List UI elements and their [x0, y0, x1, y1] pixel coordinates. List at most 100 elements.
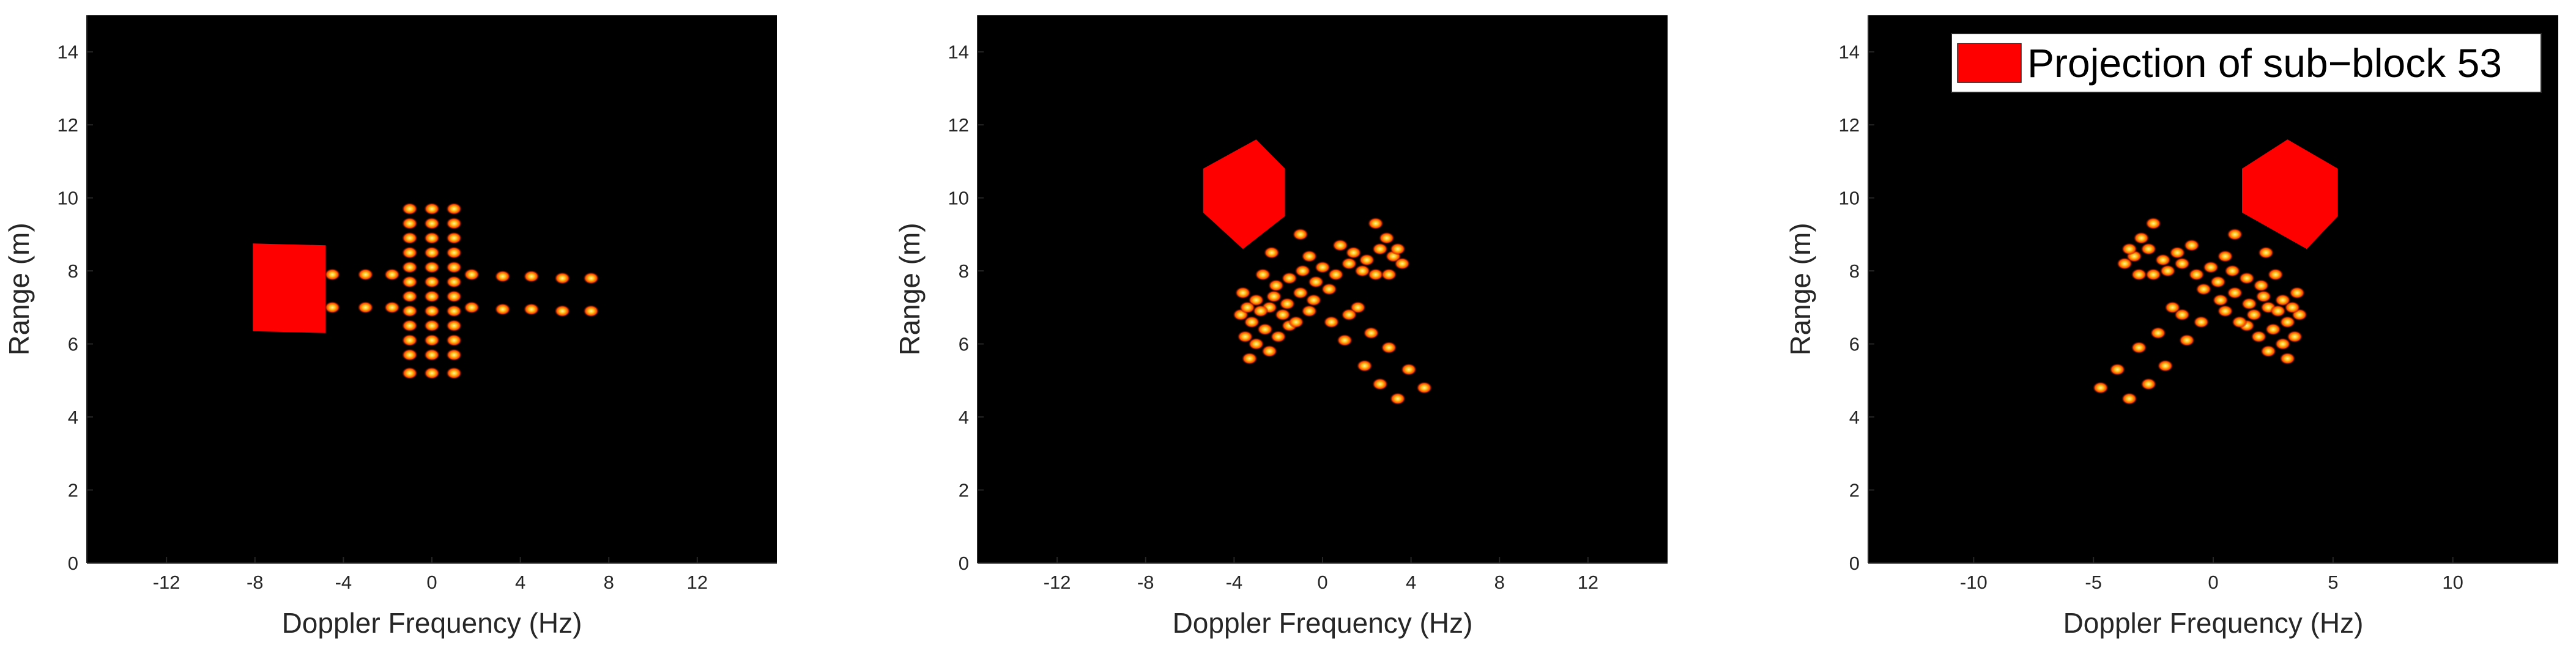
scatter-point — [1359, 254, 1375, 267]
scatter-point — [1294, 265, 1311, 278]
scatter-point — [1337, 334, 1353, 347]
y-tick-label: 4 — [68, 407, 78, 428]
plot-area — [87, 15, 777, 563]
scatter-point — [1381, 268, 1397, 281]
y-tick-label: 8 — [68, 260, 78, 282]
scatter-point — [2274, 337, 2291, 350]
scatter-point — [401, 304, 418, 317]
scatter-series — [2092, 217, 2307, 405]
x-tick-label: -12 — [1044, 572, 1071, 593]
x-tick-label: 4 — [515, 572, 525, 593]
scatter-point — [2232, 315, 2248, 328]
scatter-point — [1354, 265, 1371, 278]
scatter-point — [1261, 345, 1278, 358]
scatter-point — [2258, 246, 2274, 259]
scatter-point — [424, 348, 440, 361]
scatter-point — [384, 268, 400, 281]
y-tick-label: 10 — [1839, 188, 1860, 209]
scatter-point — [1401, 363, 1417, 376]
x-axis-label: Doppler Frequency (Hz) — [1173, 607, 1473, 639]
scatter-point — [424, 334, 440, 347]
legend: Projection of sub−block 53 — [1951, 33, 2542, 93]
x-tick-label: -4 — [1226, 572, 1243, 593]
scatter-point — [464, 268, 480, 281]
scatter-point — [2289, 287, 2306, 299]
y-tick-label: 8 — [959, 260, 969, 282]
scatter-point — [2270, 304, 2286, 317]
scatter-point — [1378, 232, 1395, 245]
projection-polygon — [253, 243, 326, 333]
scatter-point — [2287, 330, 2303, 343]
scatter-point — [1321, 283, 1337, 295]
y-tick-label: 14 — [948, 42, 969, 63]
scatter-point — [1389, 243, 1406, 256]
scatter-point — [1288, 315, 1304, 328]
scatter-point — [1237, 330, 1253, 343]
scatter-point — [446, 217, 462, 230]
x-tick-label: 10 — [2442, 572, 2463, 593]
scatter-point — [1292, 228, 1308, 241]
scatter-point — [357, 268, 374, 281]
x-axis-label: Doppler Frequency (Hz) — [2063, 607, 2364, 639]
scatter-point — [1241, 352, 1258, 365]
scatter-point — [2174, 257, 2191, 270]
scatter-point — [523, 270, 540, 283]
scatter-point — [1268, 279, 1285, 292]
subplots-group: -12 -8 -4 0 4 8 12 0 2 4 6 8 10 12 14 Doppler Frequency… — [3, 15, 2558, 639]
scatter-point — [1266, 290, 1282, 303]
scatter-point — [446, 290, 462, 303]
scatter-point — [1308, 276, 1324, 289]
scatter-point — [1372, 243, 1388, 256]
scatter-point — [2203, 261, 2219, 274]
y-tick-label: 2 — [959, 480, 969, 501]
scatter-point — [446, 261, 462, 274]
x-tick-label: 8 — [1494, 572, 1505, 593]
scatter-point — [446, 202, 462, 215]
scatter-point — [446, 319, 462, 332]
scatter-point — [554, 304, 571, 317]
scatter-point — [1372, 378, 1388, 391]
scatter-point — [1315, 261, 1331, 274]
x-tick-label: 5 — [2328, 572, 2338, 593]
scatter-point — [401, 261, 418, 274]
scatter-point — [1270, 330, 1286, 343]
scatter-point — [1244, 315, 1260, 328]
scatter-point — [2178, 334, 2195, 347]
scatter-point — [494, 303, 511, 315]
x-axis-label: Doppler Frequency (Hz) — [282, 607, 582, 639]
scatter-point — [583, 272, 599, 285]
scatter-point — [401, 217, 418, 230]
scatter-point — [2133, 232, 2150, 245]
scatter-point — [2150, 326, 2166, 339]
scatter-point — [1345, 246, 1362, 259]
y-tick-label: 4 — [959, 407, 969, 428]
x-tick-label: -4 — [335, 572, 352, 593]
scatter-point — [523, 303, 540, 315]
scatter-point — [1327, 268, 1344, 281]
scatter-point — [2255, 290, 2272, 303]
scatter-point — [1248, 337, 1264, 350]
scatter-point — [1332, 239, 1348, 252]
scatter-point — [401, 319, 418, 332]
scatter-point — [2131, 341, 2147, 354]
projection-polygon — [1203, 139, 1285, 249]
scatter-point — [2092, 381, 2109, 394]
scatter-point — [583, 304, 599, 317]
scatter-point — [2217, 250, 2233, 263]
scatter-point — [1263, 246, 1280, 259]
scatter-point — [424, 290, 440, 303]
scatter-point — [2265, 323, 2281, 336]
scatter-series — [324, 202, 599, 380]
scatter-point — [424, 304, 440, 317]
scatter-point — [401, 348, 418, 361]
scatter-point — [1323, 315, 1340, 328]
y-tick-label: 0 — [959, 553, 969, 574]
scatter-point — [1389, 392, 1406, 405]
y-axis-label: Range (m) — [894, 223, 926, 355]
scatter-point — [1281, 272, 1297, 285]
scatter-series — [1233, 217, 1433, 405]
x-tick-label: -12 — [153, 572, 180, 593]
x-tick-label: 0 — [426, 572, 437, 593]
scatter-point — [2210, 276, 2226, 289]
